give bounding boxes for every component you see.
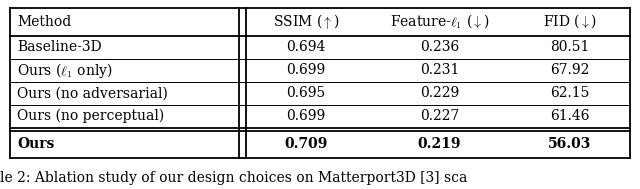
Text: 0.695: 0.695 — [287, 86, 326, 100]
Text: 0.219: 0.219 — [418, 137, 461, 151]
Text: 0.231: 0.231 — [420, 63, 459, 77]
Text: SSIM ($\uparrow$): SSIM ($\uparrow$) — [273, 12, 339, 31]
Text: 61.46: 61.46 — [550, 109, 589, 123]
Text: Ours: Ours — [17, 137, 54, 151]
Text: 56.03: 56.03 — [548, 137, 591, 151]
Text: Ours ($\ell_1$ only): Ours ($\ell_1$ only) — [17, 61, 113, 80]
Text: 62.15: 62.15 — [550, 86, 589, 100]
Text: Method: Method — [17, 15, 72, 29]
Text: 67.92: 67.92 — [550, 63, 589, 77]
Text: Baseline-3D: Baseline-3D — [17, 40, 102, 54]
Text: Ours (no adversarial): Ours (no adversarial) — [17, 86, 168, 100]
Text: 80.51: 80.51 — [550, 40, 589, 54]
Text: 0.227: 0.227 — [420, 109, 459, 123]
Text: FID ($\downarrow$): FID ($\downarrow$) — [543, 13, 597, 30]
Text: 0.236: 0.236 — [420, 40, 459, 54]
Text: 0.229: 0.229 — [420, 86, 459, 100]
Text: 0.709: 0.709 — [284, 137, 328, 151]
Text: 0.694: 0.694 — [286, 40, 326, 54]
Text: Ours (no perceptual): Ours (no perceptual) — [17, 109, 164, 123]
Text: 0.699: 0.699 — [287, 109, 326, 123]
Text: Feature-$\ell_1$ ($\downarrow$): Feature-$\ell_1$ ($\downarrow$) — [390, 13, 490, 30]
Text: le 2: Ablation study of our design choices on Matterport3D [3] sca: le 2: Ablation study of our design choic… — [0, 171, 467, 185]
Text: 0.699: 0.699 — [287, 63, 326, 77]
